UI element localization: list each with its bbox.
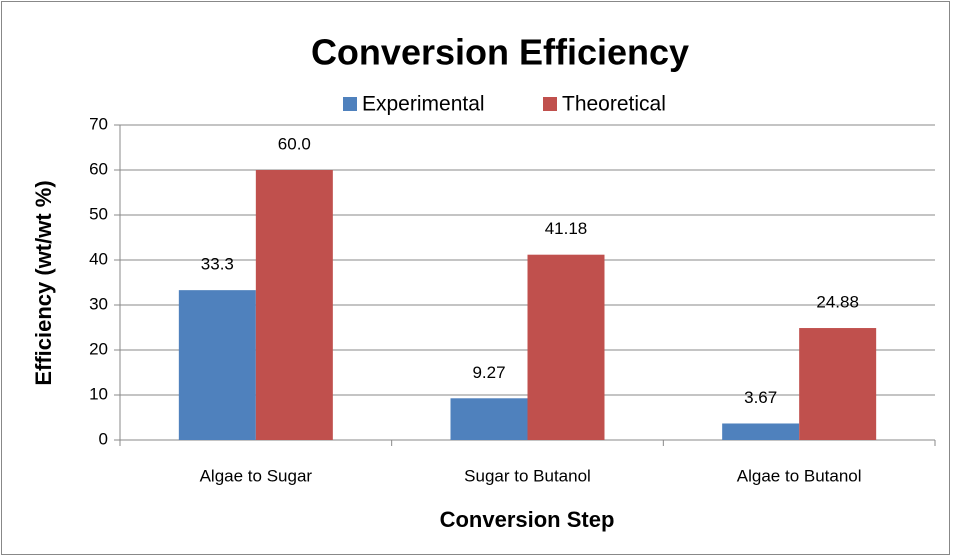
value-label: 9.27 [472, 363, 505, 382]
y-tick-label: 60 [89, 159, 108, 178]
value-label: 60.0 [278, 134, 311, 153]
y-tick-label: 10 [89, 384, 108, 403]
x-tick-label: Sugar to Butanol [464, 466, 591, 485]
y-tick-label: 20 [89, 339, 108, 358]
bar [799, 328, 877, 440]
bar [722, 423, 800, 440]
y-tick-label: 30 [89, 294, 108, 313]
legend-label: Theoretical [562, 93, 666, 116]
value-label: 3.67 [744, 388, 777, 407]
y-tick-label: 40 [89, 249, 108, 268]
legend-swatch [343, 97, 357, 111]
bar [178, 290, 256, 440]
bar [450, 398, 528, 440]
value-label: 41.18 [545, 219, 588, 238]
value-label: 24.88 [816, 293, 859, 312]
y-axis-label: Efficiency (wt/wt %) [31, 180, 56, 385]
legend-label: Experimental [362, 93, 485, 116]
chart-title: Conversion Efficiency [311, 32, 689, 73]
value-label: 33.3 [201, 255, 234, 274]
y-tick-label: 70 [89, 114, 108, 133]
x-axis-label: Conversion Step [440, 507, 615, 532]
bar [527, 254, 605, 440]
bar [255, 170, 333, 440]
x-tick-label: Algae to Sugar [200, 466, 313, 485]
x-tick-label: Algae to Butanol [737, 466, 862, 485]
y-tick-label: 0 [99, 429, 108, 448]
legend-swatch [543, 97, 557, 111]
y-tick-label: 50 [89, 204, 108, 223]
